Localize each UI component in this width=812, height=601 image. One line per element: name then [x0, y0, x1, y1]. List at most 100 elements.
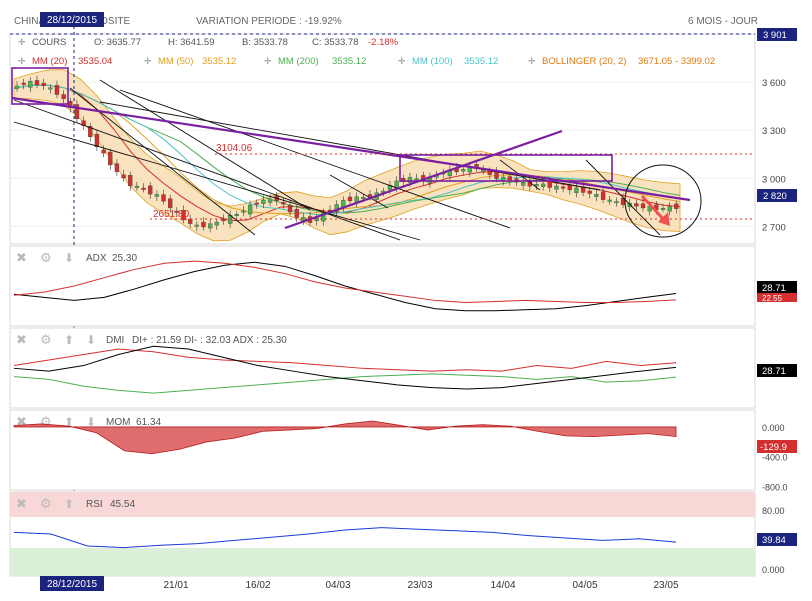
- candle-body: [14, 85, 20, 89]
- last-price-badge: [757, 189, 797, 202]
- trendlines: [11, 79, 691, 241]
- trendline: [13, 121, 421, 241]
- dmi-label: DMI: [106, 335, 124, 346]
- candle-body: [461, 169, 466, 172]
- candle-body: [254, 202, 259, 205]
- candle-body: [534, 184, 539, 187]
- candle-body: [34, 80, 40, 86]
- price-tick: 2 700: [762, 222, 786, 233]
- arrow-up-icon[interactable]: ⬆: [64, 333, 74, 347]
- dmi-controls[interactable]: ✖ ⚙ ⬆ ⬇: [16, 332, 96, 347]
- mom-tick: 0.000: [762, 423, 785, 433]
- ohlc-close: C: 3533.78: [312, 37, 358, 48]
- close-icon[interactable]: ✖: [16, 496, 27, 511]
- candle-body: [574, 187, 579, 194]
- moving-average-line: [13, 84, 681, 215]
- bollinger-band: [13, 69, 681, 242]
- ma50-value: 3535.12: [202, 56, 236, 67]
- dmi-panel: [9, 327, 756, 409]
- candle-body: [367, 194, 373, 197]
- down-arrow: [640, 194, 668, 224]
- arrow-down-icon[interactable]: ⬇: [86, 415, 96, 429]
- gear-icon[interactable]: ⚙: [40, 250, 52, 265]
- mom-controls[interactable]: ✖ ⚙ ⬆ ⬇: [16, 414, 96, 429]
- ma20-label: MM (20): [32, 56, 67, 67]
- highlight-box-right: [399, 154, 613, 182]
- candle-body: [294, 208, 299, 218]
- mom-badge-text: -129.9: [760, 442, 787, 453]
- cours-label: COURS: [32, 37, 66, 48]
- moving-average-line: [13, 84, 681, 222]
- ohlc-low: B: 3533.78: [242, 37, 288, 48]
- candle-body: [101, 149, 106, 154]
- candle-body: [667, 206, 672, 212]
- rsi-controls[interactable]: ✖ ⚙ ⬆: [16, 496, 74, 511]
- close-icon[interactable]: ✖: [16, 250, 27, 265]
- moving-averages: [13, 84, 681, 222]
- candle-body: [234, 214, 239, 216]
- rsi-oversold-zone: [10, 548, 755, 576]
- bollinger-value: 3671.05 - 3399.02: [638, 56, 715, 67]
- bollinger-label: BOLLINGER (20, 2): [542, 56, 626, 67]
- rsi-badge: [757, 533, 797, 546]
- candlesticks: [14, 75, 679, 233]
- candle-body: [660, 208, 666, 210]
- variation-text: VARIATION PERIODE : -19.92%: [196, 16, 342, 27]
- dmi-badge: [757, 364, 797, 377]
- candle-body: [594, 194, 599, 197]
- highlight-circle: [624, 164, 702, 238]
- candle-body: [341, 199, 346, 207]
- rsi-label: RSI: [86, 499, 103, 510]
- candle-body: [21, 82, 26, 85]
- adx-badge: [757, 281, 797, 293]
- x-tick: 04/05: [572, 580, 597, 591]
- close-icon[interactable]: ✖: [16, 414, 27, 429]
- trendline: [329, 174, 389, 209]
- x-axis: 21/01 16/02 04/03 23/03 14/04 04/05 23/05: [163, 580, 678, 591]
- mom-badge: [757, 440, 797, 453]
- price-tick: 3 300: [762, 126, 786, 137]
- candle-body: [521, 182, 526, 186]
- trendline: [119, 89, 511, 229]
- dmi-badge-text: 28.71: [762, 366, 786, 377]
- gear-icon[interactable]: ⚙: [40, 414, 52, 429]
- candle-body: [168, 198, 173, 209]
- candle-body: [560, 186, 566, 189]
- close-icon[interactable]: ✖: [16, 332, 27, 347]
- level-high-label: 3104.06: [216, 143, 253, 154]
- rsi-value: 45.54: [110, 499, 135, 510]
- gear-icon[interactable]: ⚙: [40, 496, 52, 511]
- series-line: [13, 373, 677, 394]
- candle-body: [414, 178, 419, 181]
- candle-body: [281, 202, 286, 205]
- ohlc-legend: ✛ COURS O: 3635.77 H: 3641.59 B: 3533.78…: [18, 37, 399, 48]
- arrow-down-icon[interactable]: ⬇: [86, 333, 96, 347]
- crosshair-icon: ✛: [18, 37, 26, 47]
- arrow-up-icon[interactable]: ⬆: [64, 497, 74, 511]
- candle-body: [148, 185, 153, 195]
- candle-body: [361, 197, 366, 199]
- series-line: [13, 260, 677, 304]
- candle-body: [267, 198, 273, 203]
- candle-body: [121, 174, 126, 179]
- down-arrow-head: [658, 212, 670, 226]
- top-price-text: 3 901: [763, 30, 787, 41]
- arrow-down-icon[interactable]: ⬇: [64, 251, 74, 265]
- adx-controls[interactable]: ✖ ⚙ ⬇: [16, 250, 74, 265]
- rsi-tick: 80.00: [762, 506, 785, 516]
- ohlc-open: O: 3635.77: [94, 37, 141, 48]
- mom-tick: -400.0: [762, 453, 788, 463]
- candle-body: [54, 85, 60, 95]
- ma-legend: ✛ MM (20) 3535.04 ✛ MM (50) 3535.12 ✛ MM…: [18, 56, 715, 67]
- period-text: 6 MOIS - JOUR: [688, 16, 758, 27]
- series-line: [13, 348, 677, 372]
- candle-body: [494, 171, 499, 179]
- last-price-text: 2 820: [763, 191, 787, 202]
- arrow-up-icon[interactable]: ⬆: [64, 415, 74, 429]
- ma20-value: 3535.04: [78, 56, 112, 67]
- gear-icon[interactable]: ⚙: [40, 332, 52, 347]
- candle-body: [141, 187, 146, 190]
- top-price-badge: [757, 28, 797, 41]
- candle-body: [247, 204, 253, 215]
- candle-body: [527, 179, 532, 187]
